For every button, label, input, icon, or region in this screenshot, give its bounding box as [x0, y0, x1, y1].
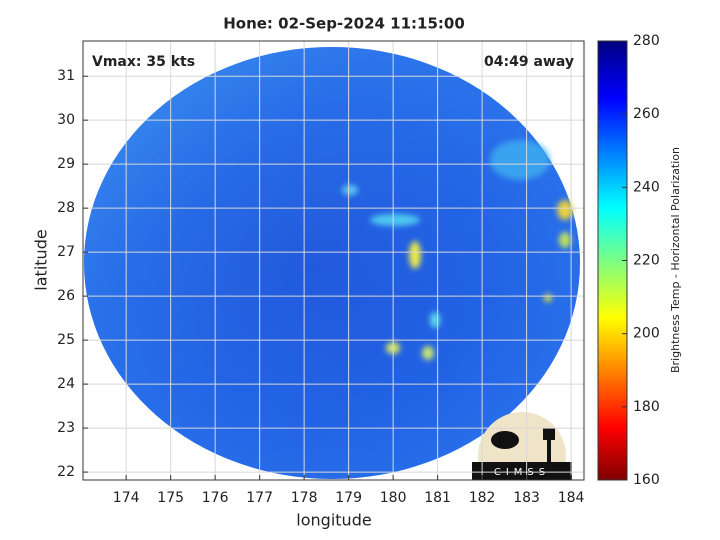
colorbar-tick-label: 280 — [633, 33, 660, 49]
x-tick-label: 177 — [246, 490, 273, 506]
y-tick-label: 26 — [57, 288, 75, 304]
x-axis-label: longitude — [296, 511, 371, 530]
colorbar-tick-label: 220 — [633, 253, 660, 269]
y-tick-label: 28 — [57, 200, 75, 216]
y-tick-label: 30 — [57, 112, 75, 128]
y-axis-label: latitude — [32, 229, 51, 290]
plot-frame — [82, 40, 585, 481]
chart-title: Hone: 02-Sep-2024 11:15:00 — [223, 15, 465, 33]
x-tick-label: 175 — [157, 490, 184, 506]
colorbar-tick-label: 240 — [633, 179, 660, 195]
colorbar-tick-label: 200 — [633, 326, 660, 342]
x-tick-label: 184 — [558, 490, 585, 506]
x-tick-label: 179 — [335, 490, 362, 506]
x-tick-label: 174 — [113, 490, 140, 506]
annotation: Vmax: 35 kts — [92, 54, 195, 70]
x-tick-label: 183 — [513, 490, 540, 506]
colorbar-tick-label: 260 — [633, 106, 660, 122]
colorbar-tick-label: 180 — [633, 399, 660, 415]
colorbar-label: Brightness Temp - Horizontal Polarizatio… — [669, 147, 682, 373]
x-tick-label: 178 — [291, 490, 318, 506]
annotation: 04:49 away — [484, 54, 574, 70]
y-tick-label: 29 — [57, 156, 75, 172]
swath-image — [84, 47, 580, 479]
x-tick-label: 176 — [202, 490, 229, 506]
y-tick-label: 23 — [57, 420, 75, 436]
y-tick-label: 27 — [57, 244, 75, 260]
x-tick-label: 182 — [469, 490, 496, 506]
y-tick-label: 24 — [57, 376, 75, 392]
x-tick-label: 180 — [380, 490, 407, 506]
y-tick-label: 25 — [57, 332, 75, 348]
colorbar-tick-label: 160 — [633, 472, 660, 488]
y-tick-label: 31 — [57, 68, 75, 84]
x-tick-label: 181 — [424, 490, 451, 506]
y-tick-label: 22 — [57, 464, 75, 480]
